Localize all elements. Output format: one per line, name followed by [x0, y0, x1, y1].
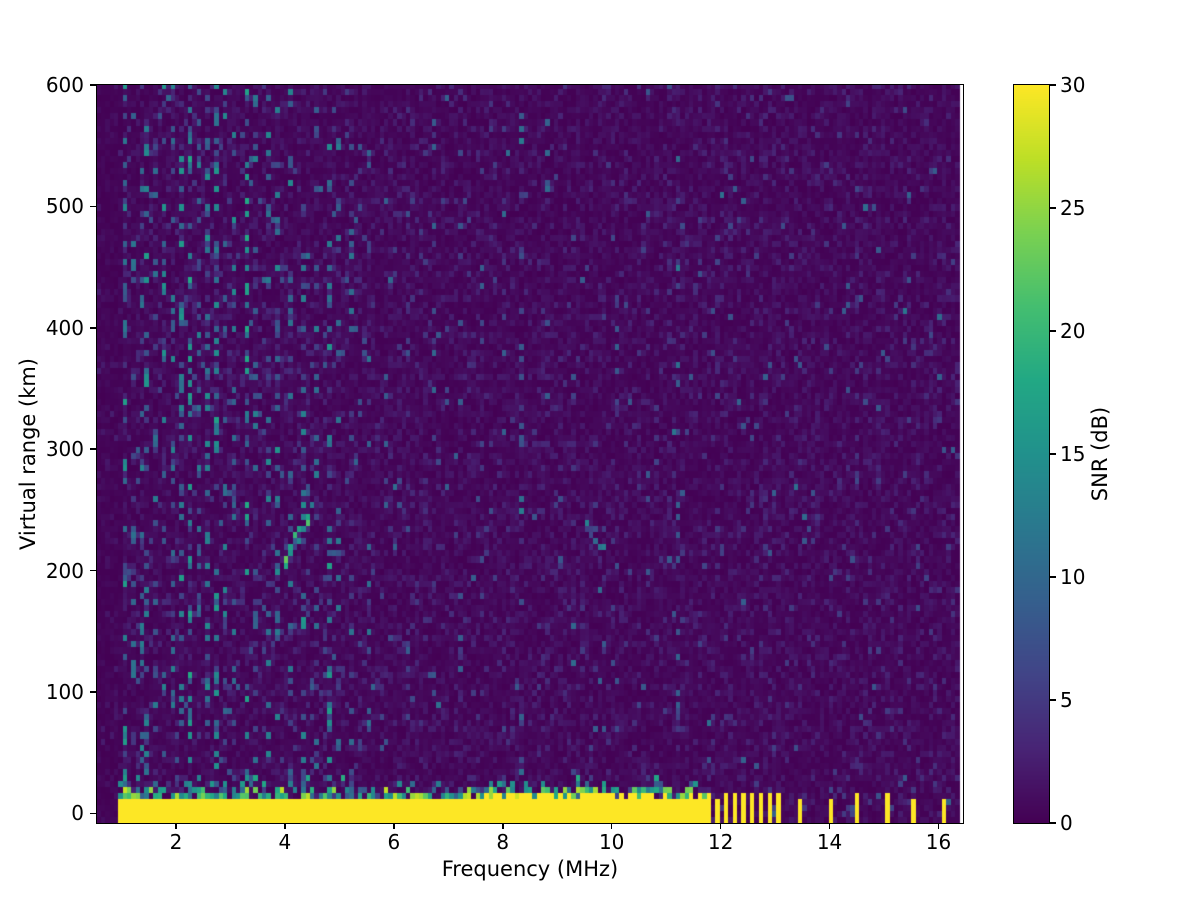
colorbar-tick-mark [1050, 84, 1056, 86]
x-tick-label: 2 [169, 830, 183, 854]
y-tick-label: 200 [45, 558, 84, 583]
x-tick-mark [284, 823, 286, 829]
x-tick-mark [393, 823, 395, 829]
colorbar [1013, 84, 1050, 824]
y-tick-label: 100 [45, 679, 84, 704]
colorbar-tick-mark [1050, 453, 1056, 455]
heatmap-canvas [97, 85, 963, 823]
x-tick-mark [828, 823, 831, 829]
x-tick-mark [175, 823, 177, 829]
x-tick-label: 14 [816, 830, 843, 854]
colorbar-tick-mark [1050, 330, 1056, 332]
plot-area [96, 84, 964, 824]
x-tick-label: 6 [387, 830, 401, 854]
y-tick-mark [90, 327, 96, 329]
x-tick-label: 8 [496, 830, 510, 854]
colorbar-tick-label: 5 [1060, 688, 1073, 712]
y-axis-label: Virtual range (km) [16, 357, 40, 551]
x-tick-mark [937, 823, 940, 829]
y-tick-label: 600 [45, 73, 84, 97]
colorbar-tick-label: 30 [1060, 73, 1086, 97]
y-tick-mark [90, 691, 96, 693]
colorbar-label: SNR (dB) [1088, 406, 1112, 502]
y-tick-mark [90, 448, 96, 450]
x-tick-mark [610, 823, 613, 829]
y-tick-label: 300 [45, 437, 84, 462]
colorbar-tick-mark [1050, 207, 1056, 209]
x-axis-label: Frequency (MHz) [441, 857, 619, 881]
colorbar-tick-label: 10 [1060, 565, 1086, 589]
colorbar-tick-mark [1050, 822, 1056, 824]
y-tick-mark [90, 84, 96, 86]
colorbar-tick-mark [1050, 699, 1056, 701]
colorbar-tick-label: 20 [1060, 319, 1086, 343]
y-tick-mark [90, 205, 96, 208]
y-tick-mark [90, 569, 96, 572]
x-tick-mark [719, 823, 722, 829]
x-tick-label: 16 [925, 830, 952, 854]
x-tick-label: 10 [598, 830, 625, 854]
colorbar-tick-mark [1050, 576, 1056, 578]
colorbar-tick-label: 0 [1060, 811, 1073, 835]
x-tick-label: 12 [707, 830, 734, 854]
y-tick-mark [90, 812, 96, 815]
x-tick-label: 4 [278, 830, 292, 854]
y-tick-label: 0 [71, 801, 84, 826]
x-tick-mark [502, 823, 504, 829]
colorbar-canvas [1014, 85, 1049, 823]
colorbar-tick-label: 25 [1060, 196, 1086, 220]
y-tick-label: 500 [45, 194, 84, 219]
y-tick-label: 400 [45, 315, 84, 340]
colorbar-tick-label: 15 [1060, 442, 1086, 466]
